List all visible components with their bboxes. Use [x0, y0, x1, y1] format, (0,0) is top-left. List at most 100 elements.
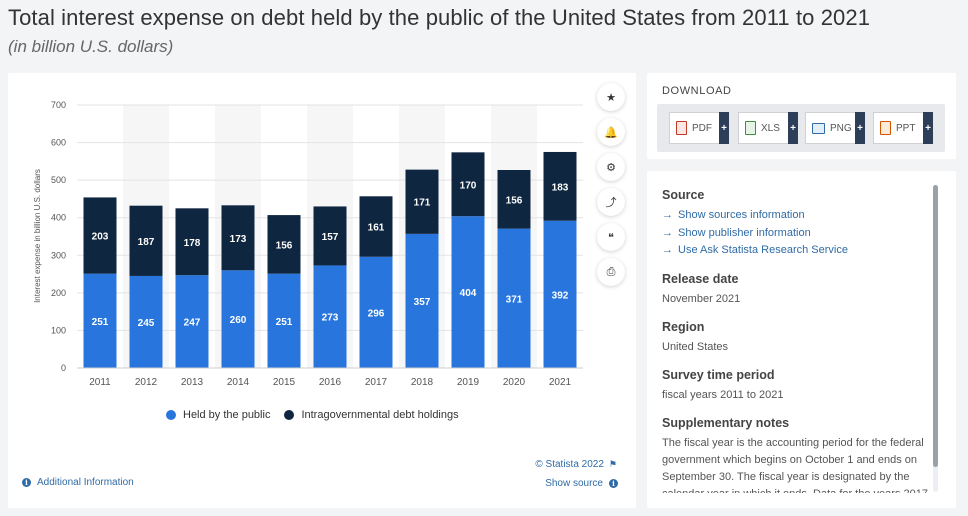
bar-intragovernmental	[543, 151, 577, 221]
supplementary-notes-section: Supplementary notes The fiscal year is t…	[662, 416, 932, 494]
data-label: 187	[138, 237, 155, 248]
data-label: 260	[230, 315, 247, 326]
data-label: 203	[92, 232, 109, 243]
data-label: 161	[368, 223, 385, 234]
plus-icon[interactable]: +	[855, 112, 865, 144]
bar-held-by-public	[175, 275, 209, 368]
download-xls-label: XLS	[761, 122, 780, 134]
data-label: 296	[368, 308, 385, 319]
legend-label-held-by-public: Held by the public	[183, 409, 271, 421]
bar-intragovernmental	[175, 208, 209, 276]
bar-held-by-public	[405, 233, 439, 368]
y-tick-label: 500	[51, 175, 66, 185]
bar-held-by-public	[497, 228, 531, 368]
page-header: Total interest expense on debt held by t…	[8, 4, 958, 57]
bar-intragovernmental	[451, 152, 485, 217]
plus-icon[interactable]: +	[923, 112, 933, 144]
data-label: 245	[138, 318, 155, 329]
flag-icon: ⚑	[608, 459, 617, 469]
additional-information-link[interactable]: i Additional Information	[22, 477, 134, 488]
settings-button[interactable]: ⚙	[597, 153, 625, 181]
data-label: 173	[230, 234, 247, 245]
arrow-right-icon: →	[662, 209, 673, 221]
download-pdf-label: PDF	[692, 122, 712, 134]
data-label: 371	[506, 294, 523, 305]
ask-statista-research-link[interactable]: → Use Ask Statista Research Service	[662, 242, 932, 260]
supplementary-notes-value: The fiscal year is the accounting period…	[662, 436, 928, 494]
plus-icon[interactable]: +	[788, 112, 798, 144]
download-xls-button[interactable]: XLS +	[738, 112, 798, 144]
bar-held-by-public	[359, 256, 393, 368]
y-tick-label: 600	[51, 138, 66, 148]
stacked-bar-chart: 0 100 200 300 400 500 600 700 Interest expense i…	[33, 100, 583, 388]
chart-card: 0 100 200 300 400 500 600 700 Interest expense i…	[8, 73, 636, 508]
share-button[interactable]: ⤴	[597, 188, 625, 216]
x-tick-label: 2012	[135, 377, 158, 388]
info-icon: i	[609, 479, 618, 488]
scrollbar-thumb[interactable]	[933, 185, 938, 467]
y-axis-label: Interest expense in billion U.S. dollars	[33, 169, 42, 303]
legend-item-intragovernmental[interactable]: Intragovernmental debt holdings	[284, 409, 459, 421]
data-label: 171	[414, 198, 431, 209]
data-label: 156	[276, 240, 293, 251]
x-tick-label: 2019	[457, 377, 480, 388]
x-tick-label: 2013	[181, 377, 204, 388]
release-date-heading: Release date	[662, 271, 739, 286]
data-label: 170	[460, 180, 477, 191]
x-tick-label: 2011	[89, 377, 111, 388]
release-date-value: November 2021	[662, 292, 741, 305]
data-label: 183	[552, 182, 569, 193]
y-tick-label: 700	[51, 100, 66, 110]
bar-held-by-public	[83, 273, 117, 368]
show-source-link[interactable]: Show source i	[545, 478, 618, 489]
x-tick-label: 2021	[549, 377, 572, 388]
data-label: 357	[414, 297, 431, 308]
quote-icon: ❝	[608, 231, 614, 244]
download-png-button[interactable]: PNG +	[805, 112, 865, 144]
pdf-file-icon	[676, 121, 687, 135]
data-label: 273	[322, 313, 339, 324]
x-tick-label: 2017	[365, 377, 388, 388]
show-sources-information-link[interactable]: → Show sources information	[662, 207, 932, 225]
download-button-group: PDF + XLS + PNG + PPT +	[657, 104, 945, 152]
region-heading: Region	[662, 319, 705, 334]
statista-credit[interactable]: © Statista 2022 ⚑	[535, 459, 617, 470]
download-pdf-button[interactable]: PDF +	[669, 112, 729, 144]
info-icon: i	[22, 478, 31, 487]
info-scrollbar[interactable]	[933, 185, 938, 492]
plus-icon[interactable]: +	[719, 112, 729, 144]
show-publisher-information-link[interactable]: → Show publisher information	[662, 225, 932, 243]
star-icon: ★	[606, 91, 616, 104]
y-tick-label: 100	[51, 325, 66, 335]
chart-legend: Held by the public Intragovernmental deb…	[166, 409, 473, 421]
bar-intragovernmental	[313, 206, 347, 266]
favorite-button[interactable]: ★	[597, 83, 625, 111]
download-title: DOWNLOAD	[662, 85, 732, 97]
png-file-icon	[812, 122, 825, 134]
credit-text: © Statista 2022	[535, 459, 604, 470]
region-section: Region United States	[662, 320, 932, 356]
release-date-section: Release date November 2021	[662, 272, 932, 308]
info-scroll-area[interactable]: Source → Show sources information → Show p…	[662, 188, 932, 493]
bell-icon: 🔔	[604, 126, 618, 139]
source-heading: Source	[662, 188, 705, 202]
cite-button[interactable]: ❝	[597, 223, 625, 251]
survey-period-value: fiscal years 2011 to 2021	[662, 388, 784, 401]
legend-label-intragovernmental: Intragovernmental debt holdings	[301, 409, 459, 421]
chart-toolbar: ★ 🔔 ⚙ ⤴ ❝ ⎙	[597, 83, 627, 293]
download-ppt-button[interactable]: PPT +	[873, 112, 933, 144]
ppt-file-icon	[880, 121, 891, 135]
xls-file-icon	[745, 121, 756, 135]
bar-intragovernmental	[359, 196, 393, 257]
info-card: Source → Show sources information → Show p…	[647, 171, 956, 508]
data-label: 247	[184, 318, 201, 329]
download-card: DOWNLOAD PDF + XLS + PNG + PPT +	[647, 73, 956, 159]
x-tick-label: 2016	[319, 377, 342, 388]
print-button[interactable]: ⎙	[597, 258, 625, 286]
survey-period-heading: Survey time period	[662, 367, 775, 382]
notify-button[interactable]: 🔔	[597, 118, 625, 146]
y-tick-label: 300	[51, 250, 66, 260]
data-label: 156	[506, 195, 523, 206]
legend-item-held-by-public[interactable]: Held by the public	[166, 409, 270, 421]
y-tick-label: 0	[61, 363, 66, 373]
